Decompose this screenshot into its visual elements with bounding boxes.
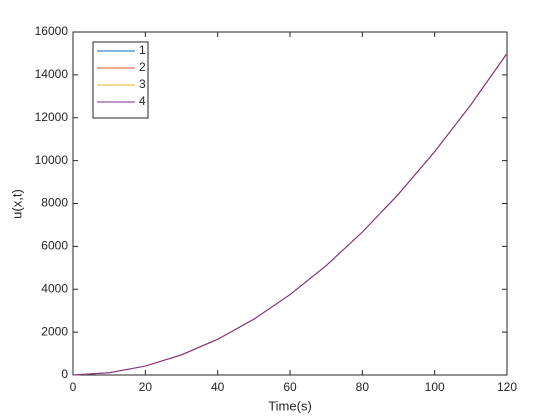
legend-label: 1	[139, 43, 146, 57]
y-axis-label: u(x,t)	[9, 189, 24, 219]
x-tick-label: 60	[283, 380, 297, 394]
y-tick-label: 16000	[35, 24, 69, 38]
y-tick-label: 8000	[41, 196, 68, 210]
x-axis-label: Time(s)	[268, 398, 312, 413]
y-tick-label: 14000	[35, 67, 69, 81]
x-tick-label: 100	[425, 380, 445, 394]
legend-label: 4	[139, 94, 146, 108]
x-tick-label: 40	[211, 380, 225, 394]
legend-label: 2	[139, 60, 146, 74]
y-tick-label: 6000	[41, 239, 68, 253]
y-tick-label: 0	[61, 367, 68, 381]
y-tick-label: 2000	[41, 324, 68, 338]
series-line	[72, 53, 508, 376]
legend-box	[92, 41, 149, 119]
y-tick-label: 12000	[35, 110, 69, 124]
legend-label: 3	[139, 77, 146, 91]
x-tick-label: 80	[356, 380, 370, 394]
y-tick-label: 10000	[35, 153, 69, 167]
x-tick-label: 20	[139, 380, 153, 394]
y-tick-label: 4000	[41, 281, 68, 295]
x-tick-label: 120	[497, 380, 517, 394]
x-tick-label: 0	[70, 380, 77, 394]
